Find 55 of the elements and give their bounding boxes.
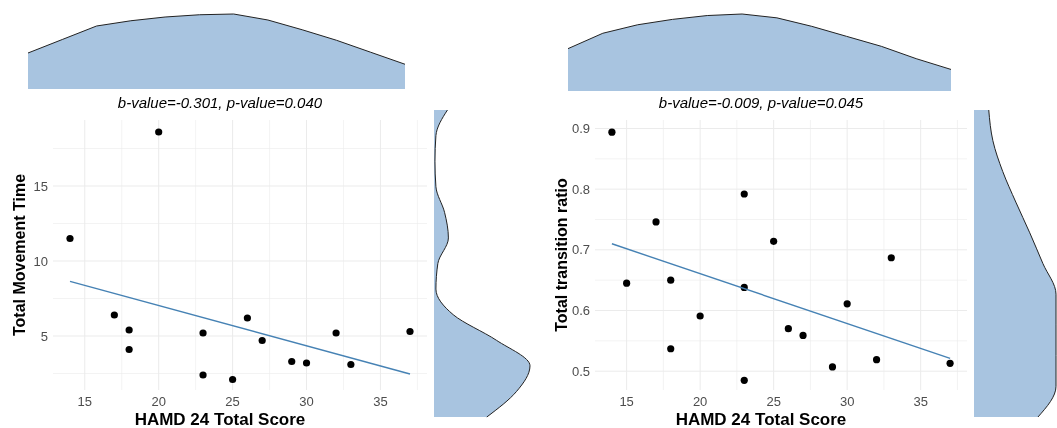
point bbox=[608, 128, 616, 136]
point bbox=[199, 371, 207, 379]
point bbox=[66, 234, 74, 243]
point bbox=[843, 300, 851, 308]
x-tick-label: 35 bbox=[913, 394, 928, 409]
point bbox=[125, 326, 133, 334]
point bbox=[740, 190, 748, 198]
y-tick-label: 0.5 bbox=[571, 363, 590, 379]
y-tick-label: 0.7 bbox=[571, 242, 590, 258]
point bbox=[770, 237, 778, 245]
x-tick-label: 20 bbox=[151, 394, 166, 409]
point bbox=[332, 329, 340, 337]
x-tick-label: 35 bbox=[373, 394, 388, 409]
point bbox=[887, 254, 895, 262]
point bbox=[243, 314, 251, 322]
point bbox=[740, 376, 748, 384]
y-tick-label: 0.9 bbox=[571, 120, 590, 136]
point bbox=[288, 357, 296, 366]
y-tick-label: 5 bbox=[40, 328, 48, 344]
x-tick-label: 25 bbox=[766, 394, 781, 409]
x-tick-label: 20 bbox=[692, 394, 708, 409]
x-tick-label: 15 bbox=[619, 394, 634, 409]
point bbox=[110, 311, 118, 319]
y-tick-label: 0.8 bbox=[571, 181, 590, 197]
x-axis-title: HAMD 24 Total Score bbox=[134, 410, 306, 428]
point bbox=[229, 375, 237, 384]
point bbox=[946, 359, 954, 367]
point bbox=[667, 345, 675, 353]
x-axis-title: HAMD 24 Total Score bbox=[675, 410, 847, 428]
point bbox=[302, 359, 311, 367]
x-tick-label: 15 bbox=[77, 394, 93, 409]
point bbox=[199, 329, 207, 337]
point bbox=[347, 360, 355, 369]
chart-title: b-value=-0.301, p-value=0.040 bbox=[117, 94, 323, 111]
x-tick-label: 25 bbox=[225, 394, 240, 409]
point bbox=[828, 363, 837, 371]
point bbox=[784, 325, 792, 333]
x-tick-label: 30 bbox=[839, 394, 855, 409]
point bbox=[623, 279, 631, 287]
y-axis-title: Total transition ratio bbox=[553, 178, 570, 332]
point bbox=[406, 327, 414, 336]
y-tick-label: 0.6 bbox=[571, 303, 590, 319]
point bbox=[125, 345, 133, 354]
point bbox=[872, 356, 881, 364]
point bbox=[155, 128, 163, 136]
x-tick-label: 30 bbox=[299, 394, 314, 409]
y-tick-label: 15 bbox=[33, 178, 48, 194]
point bbox=[258, 336, 266, 345]
point bbox=[652, 218, 660, 226]
point bbox=[799, 331, 807, 339]
y-tick-label: 10 bbox=[33, 253, 48, 269]
point bbox=[667, 276, 675, 284]
chart-title: b-value=-0.009, p-value=0.045 bbox=[658, 94, 864, 111]
y-axis-title: Total Movement Time bbox=[11, 173, 28, 337]
point bbox=[696, 312, 704, 320]
